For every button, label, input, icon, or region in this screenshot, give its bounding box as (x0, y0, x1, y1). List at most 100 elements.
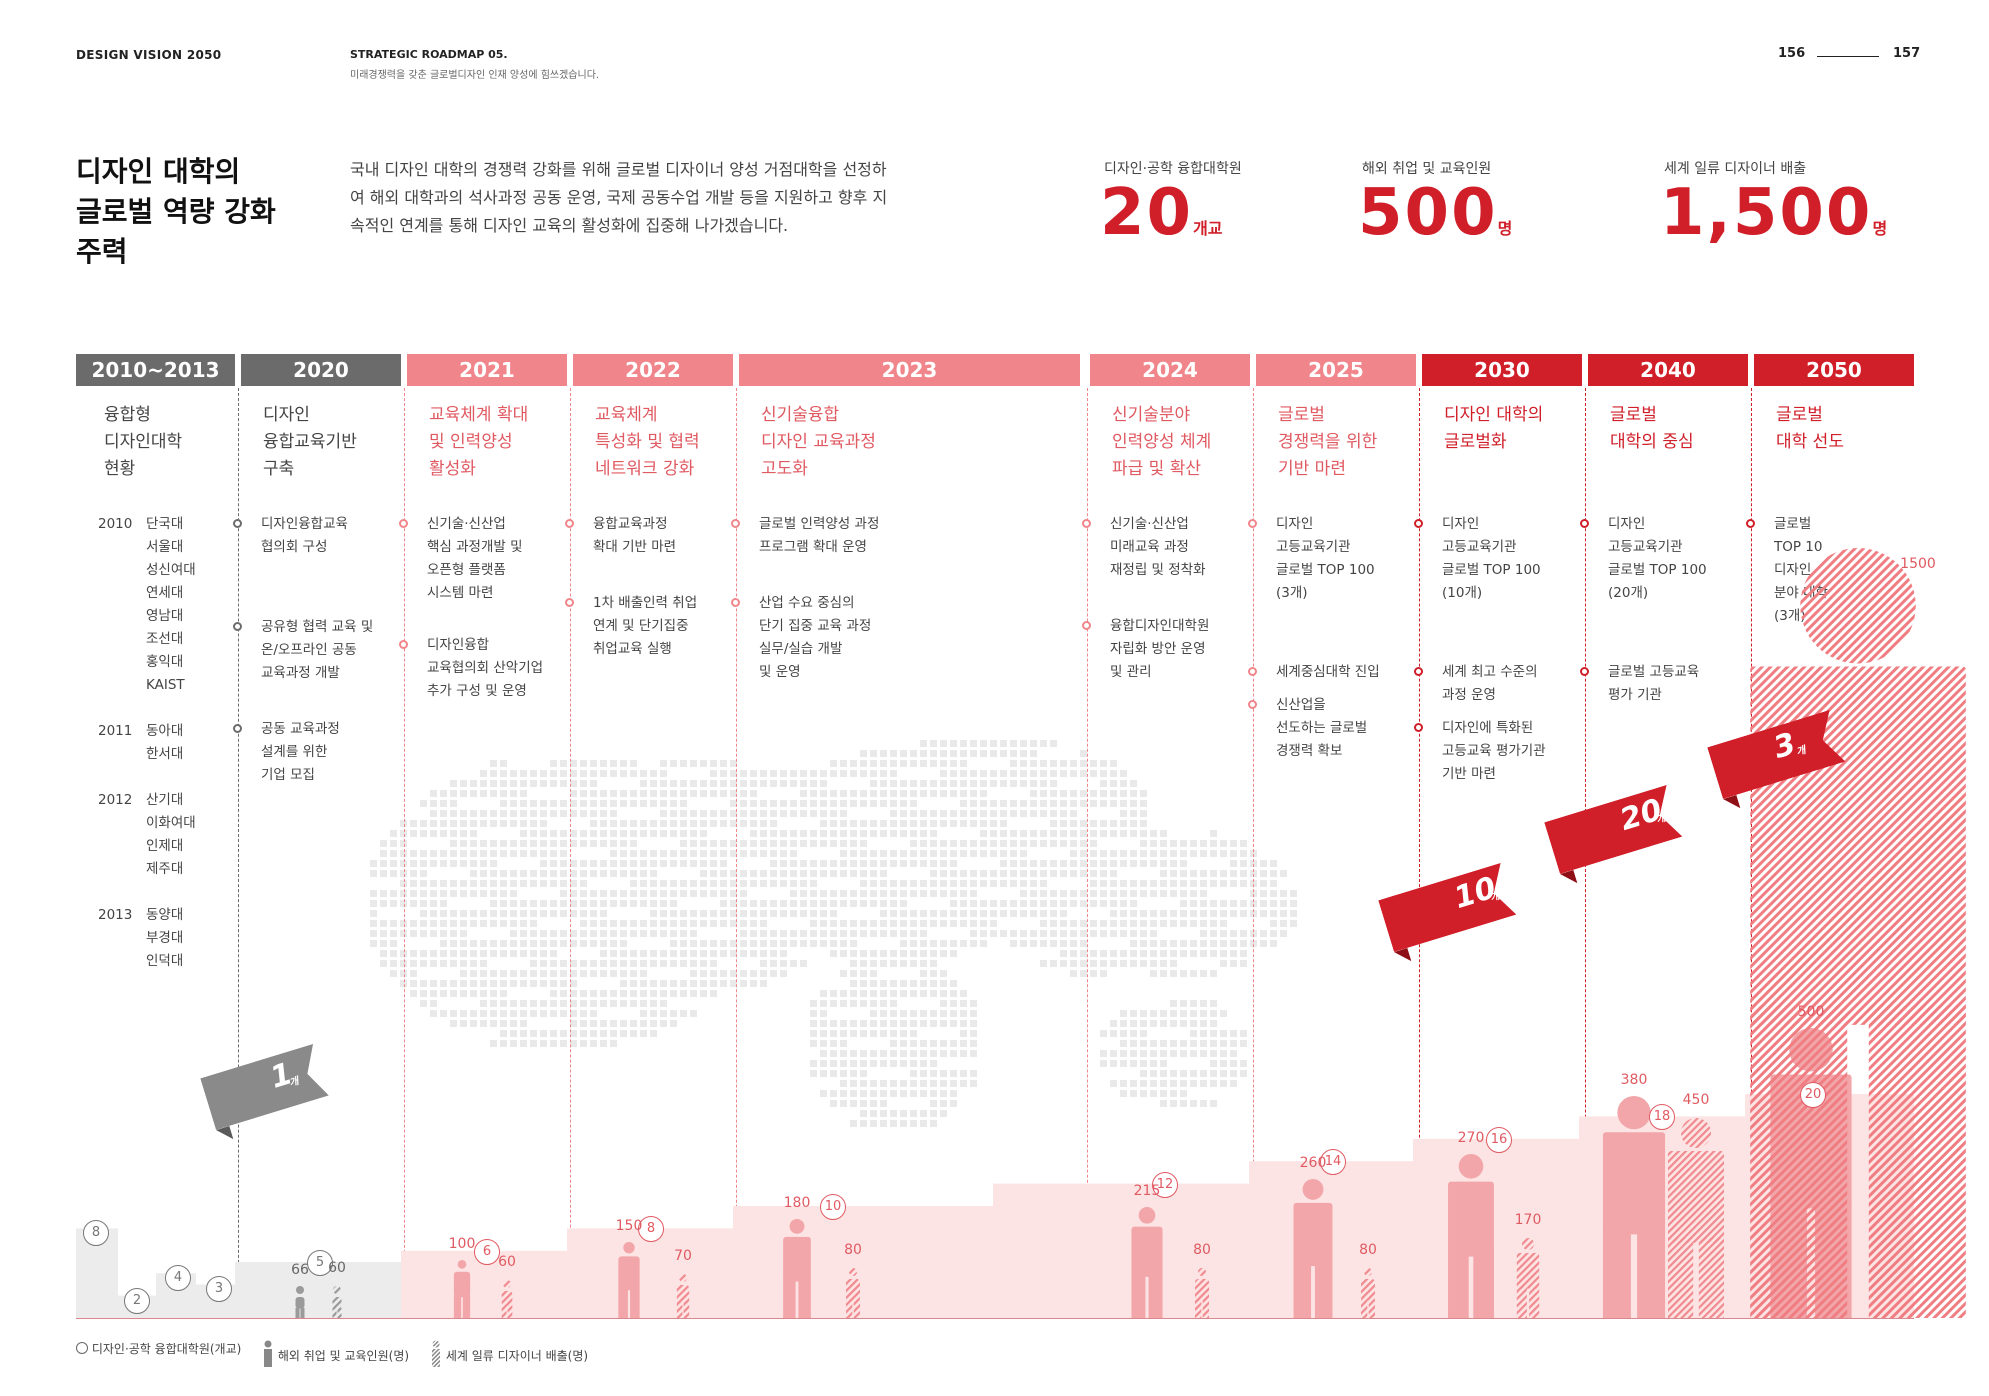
kpi-number: 20 (1100, 176, 1194, 250)
employment-value: 66 (291, 1262, 309, 1278)
phase-title: 글로벌 대학의 중심 (1610, 405, 1694, 452)
column-divider (1253, 388, 1254, 1318)
existing-schools: 동아대 한서대 (146, 723, 184, 762)
year-header: 2023 (739, 354, 1080, 386)
year-header: 2030 (1422, 354, 1582, 386)
employment-value: 380 (1620, 1072, 1648, 1088)
bullet-dot (731, 519, 740, 528)
bullet-dot (1580, 519, 1589, 528)
year-header: 2040 (1588, 354, 1748, 386)
schools-count-badge: 6 (474, 1238, 500, 1265)
existing-schools: 산기대 이화여대 인제대 제주대 (146, 792, 196, 877)
page-number-left: 156 (1778, 46, 1806, 61)
schools-bar (567, 1228, 733, 1318)
phase-item: 세계 최고 수준의 과정 운영 (1442, 664, 1538, 703)
designers-person-figure (332, 1286, 342, 1318)
phase-item: 산업 수요 중심의 단기 집중 교육 과정 실무/실습 개발 및 운영 (759, 595, 872, 680)
chart-baseline (76, 1318, 1914, 1319)
employment-value: 180 (783, 1195, 811, 1211)
existing-year: 2013 (98, 907, 133, 923)
column-divider (1087, 388, 1088, 1318)
employment-person-figure (295, 1286, 305, 1318)
phase-item: 세계중심대학 진입 (1276, 664, 1380, 680)
designers-value: 80 (1359, 1242, 1377, 1258)
employment-value: 100 (448, 1236, 476, 1252)
legend-label: 해외 취업 및 교육인원(명) (277, 1349, 410, 1363)
bullet-dot (1248, 667, 1257, 676)
schools-bar (733, 1206, 993, 1318)
designers-person-figure (846, 1268, 860, 1318)
bullet-dot (1082, 519, 1091, 528)
kpi-unit: 명 (1872, 219, 1888, 238)
column-divider (570, 388, 571, 1318)
legend-label: 디자인·공학 융합대학원(개교) (91, 1342, 242, 1356)
circle-icon (76, 1342, 88, 1354)
person-hatched-icon (432, 1340, 440, 1367)
kpi-number: 500 (1358, 176, 1498, 250)
kpi-value: 500명 (1358, 176, 1512, 250)
employment-person-figure (783, 1219, 811, 1318)
intro-text: 국내 디자인 대학의 경쟁력 강화를 위해 글로벌 디자이너 양성 거점대학을 … (350, 160, 888, 235)
phase-item: 융합교육과정 확대 기반 마련 (593, 516, 677, 555)
phase-item: 글로벌 인력양성 과정 프로그램 확대 운영 (759, 516, 880, 555)
existing-schools: 단국대 서울대 성신여대 연세대 영남대 조선대 홍익대 KAIST (146, 516, 196, 693)
kpi-label: 해외 취업 및 교육인원 (1362, 161, 1492, 177)
designers-person-figure (1668, 1118, 1724, 1318)
kpi-label: 디자인·공학 융합대학원 (1104, 161, 1242, 177)
bullet-dot (1082, 621, 1091, 630)
section-subtitle: 미래경쟁력을 갖춘 글로벌디자인 인재 양성에 힘쓰겠습니다. (350, 70, 600, 81)
bullet-dot (1414, 723, 1423, 732)
existing-year: 2010 (98, 516, 133, 532)
year-header: 2021 (407, 354, 567, 386)
person-solid-icon (264, 1340, 272, 1367)
legend-item-designers: 세계 일류 디자이너 배출(명) (430, 1340, 588, 1368)
schools-count-badge: 10 (820, 1194, 846, 1220)
employment-value: 150 (615, 1218, 643, 1234)
schools-count-badge: 4 (165, 1265, 191, 1292)
schools-count-badge: 2 (124, 1287, 150, 1314)
kpi-value: 20개교 (1100, 176, 1223, 250)
column-divider (238, 388, 239, 1318)
year-header: 2025 (1256, 354, 1416, 386)
employment-person-figure (618, 1242, 640, 1318)
phase-item: 신기술·신산업 핵심 과정개발 및 오픈형 플랫폼 시스템 마련 (427, 516, 523, 601)
year-header: 2010~2013 (76, 354, 235, 386)
kpi-unit: 개교 (1193, 219, 1223, 238)
employment-value: 270 (1457, 1130, 1485, 1146)
doc-title: DESIGN VISION 2050 (76, 48, 222, 62)
year-header: 2050 (1754, 354, 1914, 386)
bullet-dot (1580, 667, 1589, 676)
phase-item: 디자인 고등교육기관 글로벌 TOP 100 (3개) (1276, 516, 1375, 601)
schools-count-badge: 12 (1152, 1171, 1178, 1198)
bullet-dot (233, 724, 242, 733)
employment-person-figure (1293, 1179, 1333, 1318)
phase-item: 디자인에 특화된 고등교육 평가기관 기반 마련 (1442, 720, 1546, 782)
phase-title: 교육체계 특성화 및 협력 네트워크 강화 (595, 405, 700, 479)
phase-item: 신산업을 선도하는 글로벌 경쟁력 확보 (1276, 697, 1368, 759)
phase-item: 글로벌 고등교육 평가 기관 (1608, 664, 1700, 703)
phase-item: 공동 교육과정 설계를 위한 기업 모집 (261, 721, 340, 783)
employment-value: 500 (1797, 1004, 1825, 1020)
bullet-dot (399, 640, 408, 649)
column-divider (736, 388, 737, 1318)
schools-count-badge: 20 (1800, 1082, 1826, 1108)
year-header: 2020 (241, 354, 401, 386)
column-divider (1419, 388, 1420, 1318)
phase-item: 디자인 고등교육기관 글로벌 TOP 100 (10개) (1442, 516, 1541, 601)
phase-item: 1차 배출인력 취업 연계 및 단기집중 취업교육 실행 (593, 595, 698, 657)
kpi-unit: 명 (1497, 219, 1513, 238)
section-label: STRATEGIC ROADMAP 05. (350, 48, 508, 61)
phase-item: 융합디자인대학원 자립화 방안 운영 및 관리 (1110, 618, 1210, 680)
page-number-right: 157 (1893, 46, 1921, 61)
designers-value: 60 (328, 1260, 346, 1276)
designers-value: 80 (1193, 1242, 1211, 1258)
phase-item: 공유형 협력 교육 및 온/오프라인 공동 교육과정 개발 (261, 619, 374, 681)
year-header: 2024 (1090, 354, 1250, 386)
phase-title: 디자인 대학의 글로벌화 (1444, 405, 1544, 452)
phase-title: 신기술분야 인력양성 체계 파급 및 확산 (1112, 405, 1212, 479)
page-title: 디자인 대학의 글로벌 역량 강화 주력 (76, 155, 276, 268)
designers-value: 70 (674, 1248, 692, 1264)
bullet-dot (233, 622, 242, 631)
schools-count-badge: 8 (83, 1220, 109, 1247)
